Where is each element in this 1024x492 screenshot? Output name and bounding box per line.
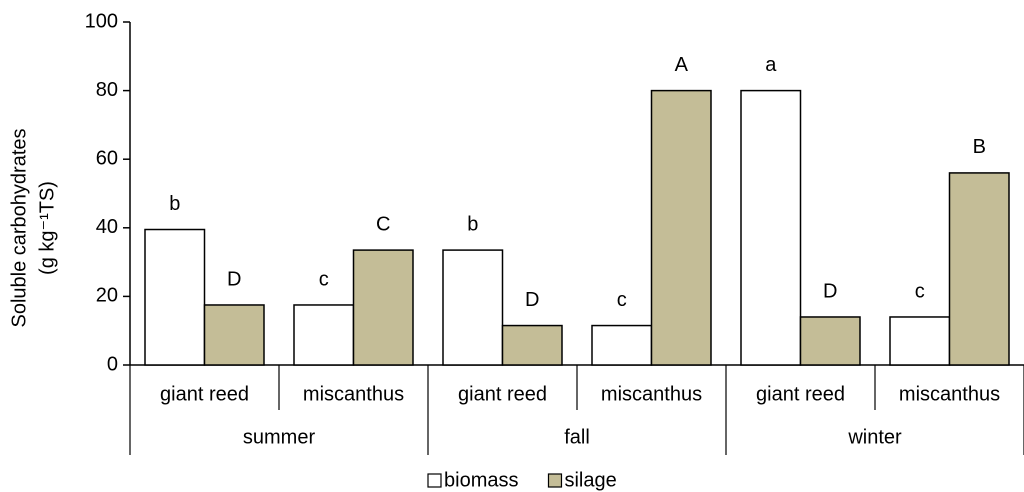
bar [948,172,1010,366]
data-label: b [169,193,180,215]
data-label: a [765,54,777,76]
y-tick-label: 40 [96,216,118,238]
data-label: A [675,54,689,76]
legend-swatch [427,473,442,488]
y-tick-label: 80 [96,79,118,101]
x-tick-label: miscanthus [601,383,702,405]
x-tick-label: giant reed [756,383,845,405]
legend-label: silage [564,469,616,491]
bar [740,89,802,366]
data-label: C [376,213,390,235]
bar [591,324,653,366]
x-tick-label: miscanthus [303,383,404,405]
data-label: c [617,289,627,311]
group-label: fall [564,426,590,448]
bar [501,324,563,366]
x-tick-label: giant reed [160,383,249,405]
y-tick-label: 0 [107,353,118,375]
data-label: B [973,136,986,158]
data-label: b [467,213,478,235]
y-tick-label: 20 [96,285,118,307]
legend-label: biomass [444,469,518,491]
bar [799,316,861,366]
y-tick-label: 60 [96,147,118,169]
bar [889,316,951,366]
bar [203,304,265,366]
y-axis-label: (g kg⁻¹TS) [36,181,58,275]
legend-swatch [547,473,563,488]
bar [144,228,206,366]
group-label: summer [243,426,316,448]
data-label: c [319,268,329,290]
bar [650,89,712,366]
bar [442,249,504,366]
x-tick-label: miscanthus [899,383,1000,405]
y-axis-label: Soluble carbohydrates [8,128,30,327]
bar [352,249,414,366]
data-label: c [915,280,925,302]
group-label: winter [847,426,902,448]
data-label: D [823,280,837,302]
bar [293,304,355,366]
data-label: D [525,289,539,311]
x-tick-label: giant reed [458,383,547,405]
data-label: D [227,268,241,290]
y-tick-label: 100 [85,10,118,32]
